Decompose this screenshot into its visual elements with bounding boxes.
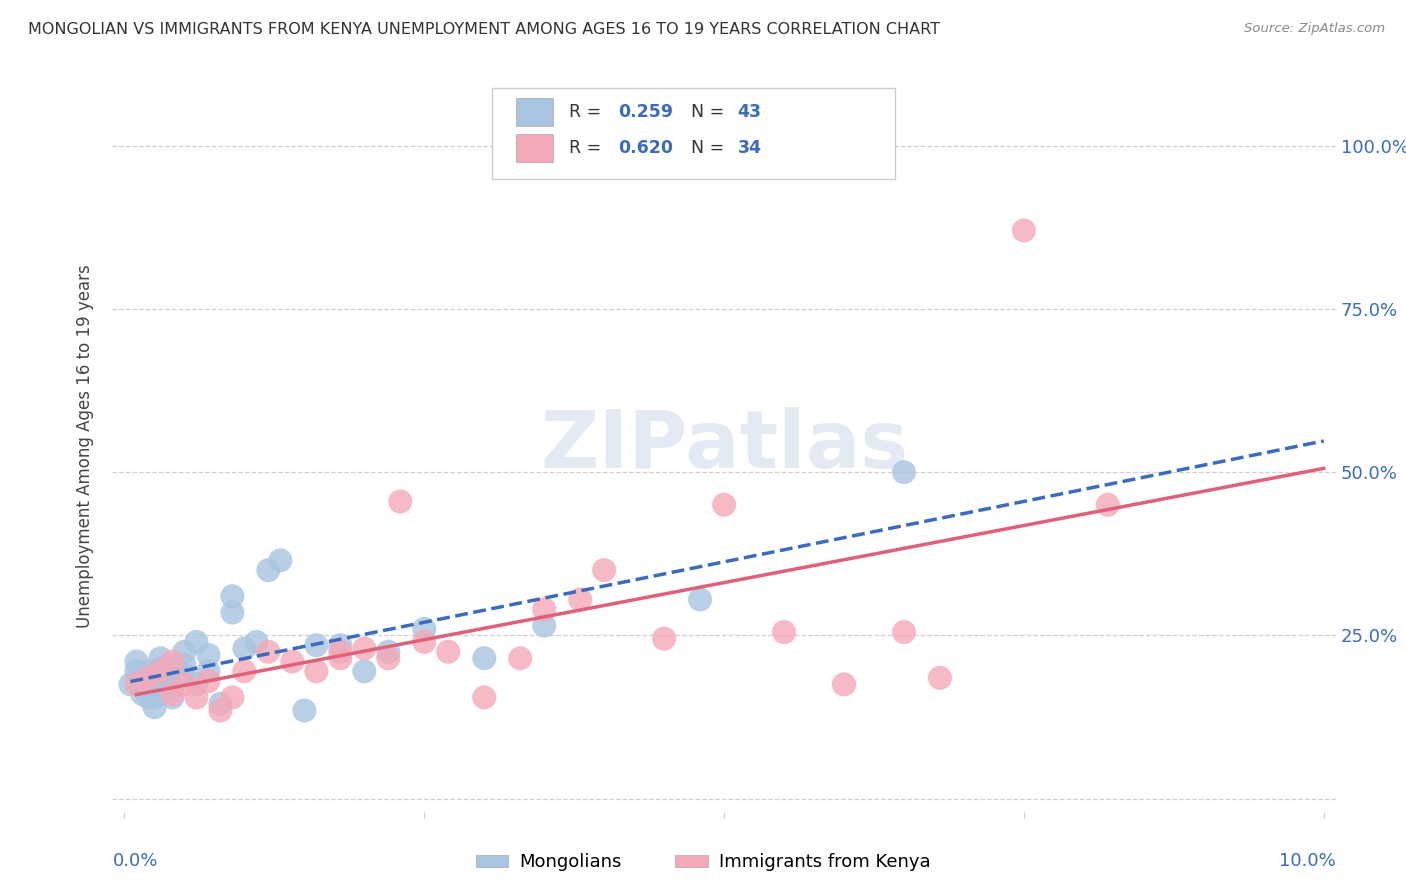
Point [162,655,184,669]
Point [138,681,160,695]
Point [125,665,148,679]
Point [281,655,304,669]
Point [149,665,172,679]
Text: 0.0%: 0.0% [112,852,157,870]
Point [437,645,460,659]
Point [149,684,172,698]
Point [173,645,195,659]
Point [173,677,195,691]
Text: Source: ZipAtlas.com: Source: ZipAtlas.com [1244,22,1385,36]
Point [329,638,352,652]
Point [1012,223,1035,237]
Point [233,665,256,679]
Point [509,651,531,665]
Point [221,690,243,705]
Point [257,563,280,577]
Point [269,553,291,567]
Point [257,645,280,659]
Text: 34: 34 [738,139,762,157]
Point [329,651,352,665]
Point [893,465,915,479]
Point [305,638,328,652]
Point [197,674,219,689]
Point [162,690,184,705]
Point [125,655,148,669]
Text: 43: 43 [738,103,762,120]
Point [689,592,711,607]
FancyBboxPatch shape [492,87,896,179]
Point [197,648,219,662]
Point [377,651,399,665]
Point [186,690,208,705]
Point [652,632,675,646]
FancyBboxPatch shape [516,98,553,126]
Point [472,690,495,705]
Text: N =: N = [692,103,730,120]
Legend: Mongolians, Immigrants from Kenya: Mongolians, Immigrants from Kenya [468,847,938,879]
Point [173,667,195,681]
Point [143,700,166,714]
Point [149,651,172,665]
Point [353,641,375,656]
Point [143,690,166,705]
Point [173,657,195,672]
Point [472,651,495,665]
Text: 0.620: 0.620 [617,139,672,157]
Point [929,671,952,685]
Point [292,704,315,718]
Point [149,671,172,685]
Point [569,592,592,607]
Point [162,661,184,675]
Point [186,635,208,649]
Text: N =: N = [692,139,730,157]
Point [138,671,160,685]
Point [713,498,735,512]
Text: 0.259: 0.259 [617,103,672,120]
Point [533,618,555,632]
Point [773,625,796,640]
Point [149,661,172,675]
Point [389,494,412,508]
Point [131,687,153,701]
Point [125,677,148,691]
Point [413,635,436,649]
Point [353,665,375,679]
Point [893,625,915,640]
FancyBboxPatch shape [516,135,553,162]
Point [221,606,243,620]
Point [533,602,555,616]
Point [197,665,219,679]
Text: R =: R = [569,103,606,120]
Point [1097,498,1119,512]
Point [377,645,399,659]
Point [186,677,208,691]
Point [209,704,232,718]
Point [138,665,160,679]
Text: 10.0%: 10.0% [1279,852,1336,870]
Text: R =: R = [569,139,606,157]
Point [329,645,352,659]
Point [305,665,328,679]
Point [221,589,243,603]
Point [138,690,160,705]
Point [162,681,184,695]
Point [245,635,267,649]
Point [413,622,436,636]
Point [233,641,256,656]
Point [832,677,855,691]
Point [131,677,153,691]
Point [162,687,184,701]
Y-axis label: Unemployment Among Ages 16 to 19 years: Unemployment Among Ages 16 to 19 years [76,264,94,628]
Point [120,677,142,691]
Text: ZIPatlas: ZIPatlas [540,407,908,485]
Point [593,563,616,577]
Text: MONGOLIAN VS IMMIGRANTS FROM KENYA UNEMPLOYMENT AMONG AGES 16 TO 19 YEARS CORREL: MONGOLIAN VS IMMIGRANTS FROM KENYA UNEMP… [28,22,941,37]
Point [149,677,172,691]
Point [155,677,177,691]
Point [209,697,232,711]
